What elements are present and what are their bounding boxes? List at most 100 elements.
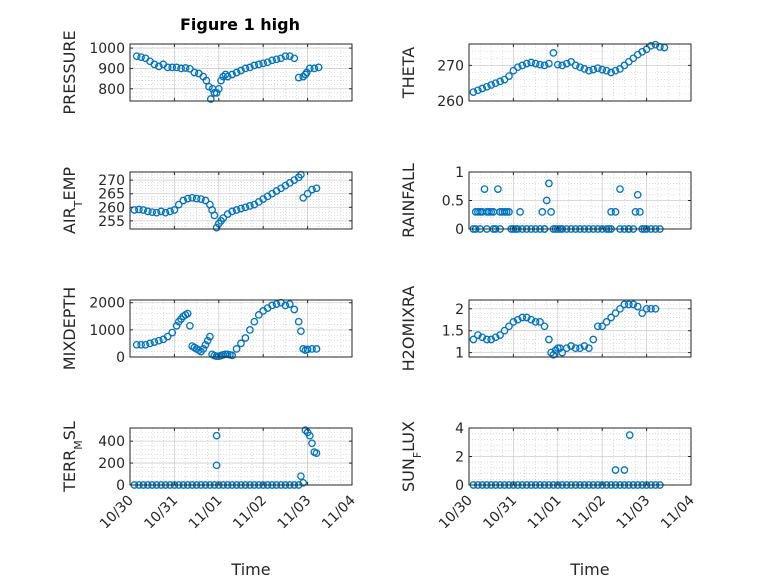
x-tick-label: 10/30 [97,493,137,533]
y-axis-label-main: SUN [399,458,418,492]
data-point [531,318,540,326]
data-point [135,205,143,214]
data-point [246,63,254,72]
data-point [228,207,236,216]
data-point [522,313,531,322]
data-point [212,431,221,440]
y-tick-label: 0 [116,478,125,494]
data-point [132,52,141,61]
axes-terr-msl: 0 200 400 10/30 10/31 11/01 11/02 11/03 11/04 TER… [60,421,359,579]
data-point [593,64,602,73]
x-axis-label: Time [569,560,609,579]
data-point [585,344,593,353]
data-point [268,301,276,310]
y-axis-label-main: AIR [60,207,79,234]
data-point [478,84,487,93]
data-point [522,59,531,68]
data-point [474,86,482,95]
y-axis-label-main: TERR [60,450,79,493]
data-point [155,62,163,71]
data-point [496,77,504,86]
data-point [272,300,281,308]
data-point [571,61,580,70]
data-point [562,344,571,353]
data-point [611,66,620,75]
data-point [593,322,602,331]
data-point [312,449,321,458]
data-point [183,309,192,318]
data-point [132,340,141,349]
data-point [172,63,181,72]
data-point [281,301,290,310]
data-point [482,82,491,91]
data-point [168,63,177,72]
y-tick-label: 400 [98,434,125,450]
data-point [540,322,549,331]
data-point [250,61,259,70]
data-point [487,81,496,89]
data-point [549,350,558,359]
data-point [277,54,285,63]
data-point [228,351,236,360]
data-point [183,194,192,203]
y-tick-label: 260 [98,200,125,216]
data-point [602,66,611,75]
data-point [163,63,172,72]
data-point [602,318,611,326]
y-axis-label-main: PRESSURE [60,30,79,114]
y-axis-label: TERRMSL [60,421,85,493]
data-point [542,196,551,205]
y-axis-label-main: THETA [399,47,418,99]
data-point [174,200,183,209]
data-point [616,185,624,193]
data-point [509,318,518,326]
axes-box [129,299,353,358]
data-point [228,70,236,79]
data-point [549,49,558,57]
data-point [540,61,549,70]
data-point [237,339,245,348]
data-point [301,426,310,435]
axes-h2omixra: 1 1.5 2 H2OMIXRA [399,286,692,371]
data-point [505,322,513,331]
data-point [130,206,139,214]
data-point [148,208,157,217]
data-point [210,89,219,97]
data-point [203,336,212,345]
data-point [314,63,323,72]
y-tick-label: 1000 [89,323,125,339]
data-point [254,311,263,319]
data-point [545,59,553,68]
data-point [214,84,223,93]
data-point [500,326,509,335]
data-point [562,59,571,68]
y-axis-label-subscript: F [411,452,424,458]
data-point [199,345,208,353]
data-point [551,346,560,355]
data-point [558,61,567,70]
data-point [638,309,647,318]
data-point [585,66,593,75]
y-axis-label-subscript: M [72,440,85,450]
data-point [308,185,316,194]
data-point [474,208,482,216]
y-tick-label: 270 [437,58,464,74]
y-tick-label: 2000 [89,296,125,312]
data-point [285,300,294,308]
data-point [502,208,511,216]
data-point [186,321,194,330]
x-tick-label: 11/01 [186,493,226,533]
data-point [241,64,250,73]
data-point [633,190,642,199]
data-point [290,305,299,314]
data-point [299,478,308,487]
data-point [232,345,241,353]
data-point [297,472,305,481]
x-tick-label: 10/31 [480,493,520,533]
data-point [141,340,150,349]
axes-box [468,299,692,358]
data-point [611,466,620,474]
data-point [607,208,615,216]
data-point [190,68,199,77]
